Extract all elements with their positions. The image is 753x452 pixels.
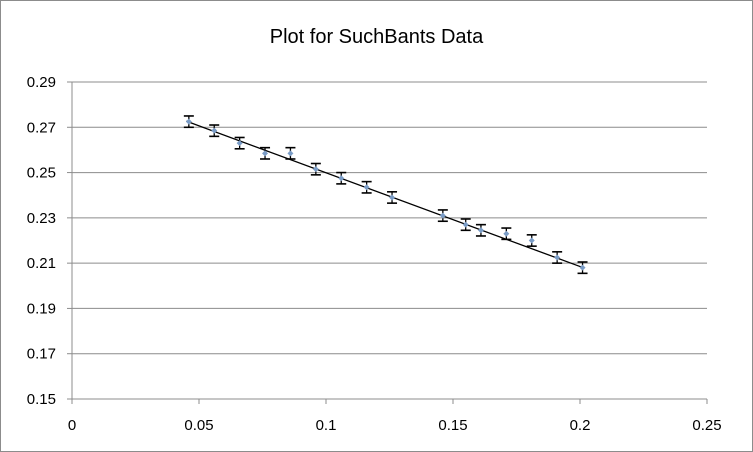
x-tick-label: 0 xyxy=(68,417,76,434)
data-point xyxy=(526,234,537,247)
data-point xyxy=(183,115,194,129)
y-tick-label: 0.27 xyxy=(27,119,56,136)
y-tick-label: 0.21 xyxy=(27,255,56,272)
y-tick-label: 0.23 xyxy=(27,210,56,227)
data-marker xyxy=(211,127,218,134)
y-tick-label: 0.25 xyxy=(27,165,56,182)
data-marker xyxy=(528,237,535,244)
chart-title: Plot for SuchBants Data xyxy=(269,26,484,48)
data-point xyxy=(361,180,372,194)
data-marker xyxy=(389,194,396,201)
data-point xyxy=(437,209,448,223)
data-point xyxy=(475,223,486,237)
data-point xyxy=(209,124,220,138)
data-point xyxy=(577,261,588,275)
data-point xyxy=(336,171,347,185)
x-tick-label: 0.2 xyxy=(570,417,591,434)
data-marker xyxy=(439,212,446,219)
trendline xyxy=(186,120,583,269)
data-point xyxy=(552,251,563,264)
data-point xyxy=(460,218,471,232)
data-marker xyxy=(554,254,561,261)
y-tick-label: 0.17 xyxy=(27,346,56,363)
y-tick-label: 0.19 xyxy=(27,300,56,317)
data-marker xyxy=(185,118,192,125)
data-marker xyxy=(477,227,484,234)
data-marker xyxy=(503,230,510,237)
data-marker xyxy=(338,175,345,182)
data-marker xyxy=(312,166,319,173)
x-tick-label: 0.1 xyxy=(316,417,337,434)
x-tick-label: 0.15 xyxy=(438,417,467,434)
data-marker xyxy=(236,140,243,147)
data-point xyxy=(387,191,398,204)
data-point xyxy=(260,146,271,160)
data-point xyxy=(285,146,296,160)
data-point xyxy=(501,227,512,241)
data-marker xyxy=(363,184,370,191)
data-marker xyxy=(462,221,469,228)
y-tick-label: 0.29 xyxy=(27,74,56,91)
x-tick-label: 0.25 xyxy=(692,417,721,434)
data-marker xyxy=(287,150,294,157)
data-point xyxy=(234,136,245,150)
data-marker xyxy=(579,264,586,271)
data-point xyxy=(310,162,321,176)
data-marker xyxy=(262,150,269,157)
x-tick-label: 0.05 xyxy=(184,417,213,434)
y-tick-label: 0.15 xyxy=(27,391,56,408)
